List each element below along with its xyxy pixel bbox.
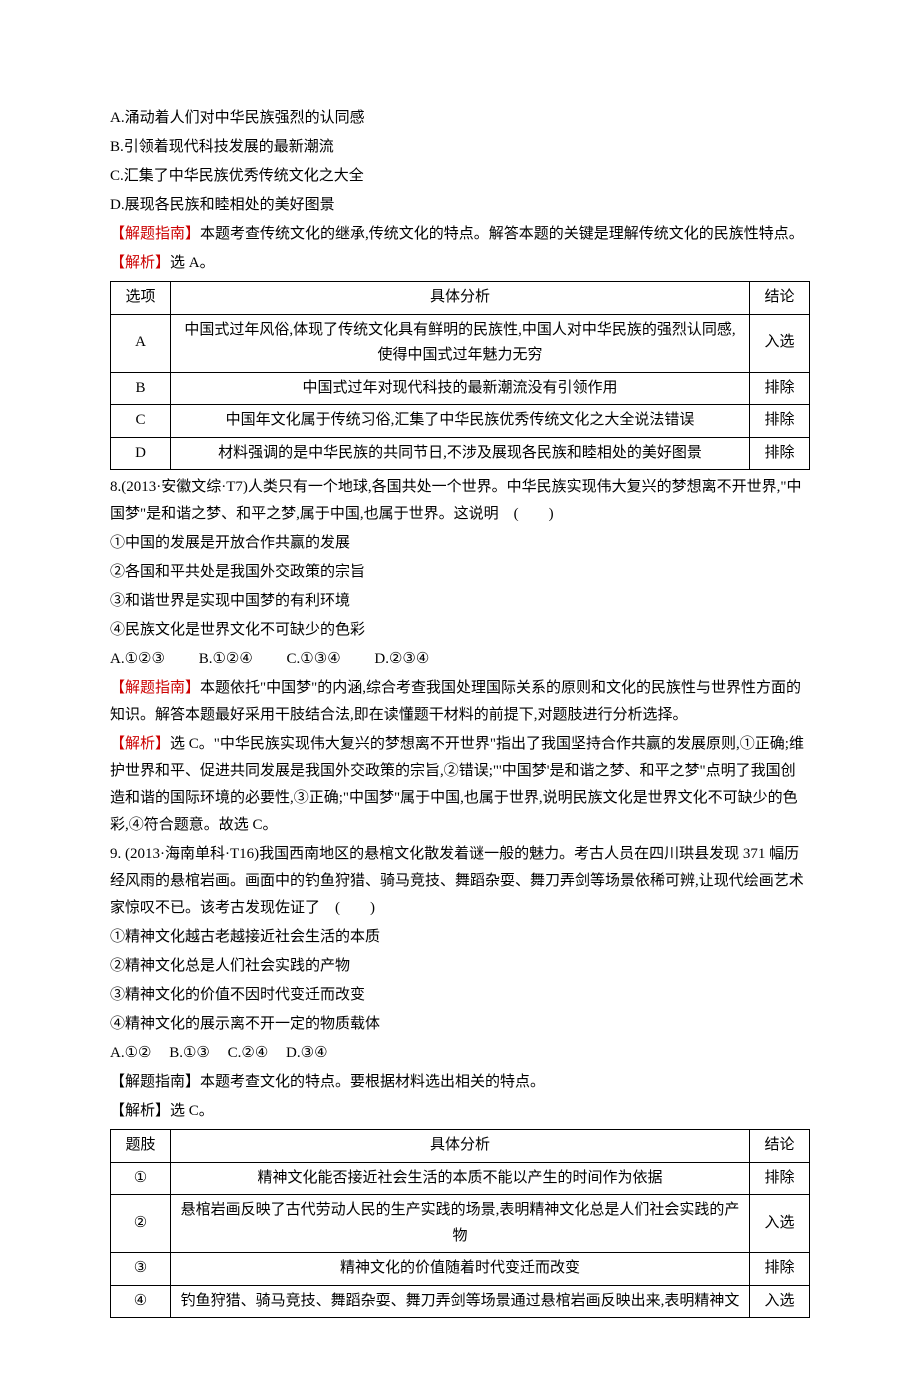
cell-text: 中国年文化属于传统习俗,汇集了中华民族优秀传统文化之大全说法错误 (171, 405, 750, 438)
guide-label: 【解题指南】 (110, 680, 200, 696)
table-header-row: 选项 具体分析 结论 (111, 282, 810, 315)
cell-opt: D (111, 437, 171, 470)
q9-s2: ②精神文化总是人们社会实践的产物 (110, 953, 810, 980)
option-d: D.展现各民族和睦相处的美好图景 (110, 192, 810, 219)
q8-s1: ①中国的发展是开放合作共赢的发展 (110, 530, 810, 557)
table-row: ④ 钓鱼狩猎、骑马竞技、舞蹈杂耍、舞刀弄剑等场景通过悬棺岩画反映出来,表明精神文… (111, 1285, 810, 1318)
q8-analysis: 【解析】选 C。"中华民族实现伟大复兴的梦想离不开世界"指出了我国坚持合作共赢的… (110, 731, 810, 839)
cell-opt: ② (111, 1195, 171, 1253)
q8-opt-d: D.②③④ (374, 651, 429, 667)
option-a: A.涌动着人们对中华民族强烈的认同感 (110, 105, 810, 132)
analysis-table-2: 题肢 具体分析 结论 ① 精神文化能否接近社会生活的本质不能以产生的时间作为依据… (110, 1129, 810, 1318)
q8-s4: ④民族文化是世界文化不可缺少的色彩 (110, 617, 810, 644)
cell-res: 入选 (750, 1285, 810, 1318)
cell-opt: ③ (111, 1253, 171, 1286)
th-result: 结论 (750, 282, 810, 315)
q9-s1: ①精神文化越古老越接近社会生活的本质 (110, 924, 810, 951)
analysis-label: 【解析】 (110, 255, 170, 271)
cell-text: 悬棺岩画反映了古代劳动人民的生产实践的场景,表明精神文化总是人们社会实践的产物 (171, 1195, 750, 1253)
q9-guide: 【解题指南】本题考查文化的特点。要根据材料选出相关的特点。 (110, 1069, 810, 1096)
table-row: ① 精神文化能否接近社会生活的本质不能以产生的时间作为依据 排除 (111, 1162, 810, 1195)
q9-opt-d: D.③④ (286, 1045, 327, 1061)
guide-text: 本题考查传统文化的继承,传统文化的特点。解答本题的关键是理解传统文化的民族性特点… (200, 226, 804, 242)
q8-opt-b: B.①②④ (199, 651, 253, 667)
cell-res: 入选 (750, 314, 810, 372)
q8-options: A.①②③ B.①②④ C.①③④ D.②③④ (110, 646, 810, 673)
th-opt: 选项 (111, 282, 171, 315)
guide-text: 本题依托"中国梦"的内涵,综合考查我国处理国际关系的原则和文化的民族性与世界性方… (110, 680, 801, 723)
th-analysis: 具体分析 (171, 282, 750, 315)
cell-opt: ① (111, 1162, 171, 1195)
cell-text: 钓鱼狩猎、骑马竞技、舞蹈杂耍、舞刀弄剑等场景通过悬棺岩画反映出来,表明精神文 (171, 1285, 750, 1318)
q9-opt-c: C.②④ (228, 1045, 269, 1061)
analysis-text: 选 C。"中华民族实现伟大复兴的梦想离不开世界"指出了我国坚持合作共赢的发展原则… (110, 736, 804, 833)
cell-opt: B (111, 372, 171, 405)
analysis-text: 选 A。 (170, 255, 215, 271)
guide: 【解题指南】本题考查传统文化的继承,传统文化的特点。解答本题的关键是理解传统文化… (110, 221, 810, 248)
cell-res: 排除 (750, 1162, 810, 1195)
analysis-label: 【解析】 (110, 1103, 170, 1119)
table-row: ③ 精神文化的价值随着时代变迁而改变 排除 (111, 1253, 810, 1286)
guide-label: 【解题指南】 (110, 1074, 200, 1090)
analysis-label: 【解析】 (110, 736, 170, 752)
table-row: C 中国年文化属于传统习俗,汇集了中华民族优秀传统文化之大全说法错误 排除 (111, 405, 810, 438)
th-opt: 题肢 (111, 1130, 171, 1163)
q8-stem: 8.(2013·安徽文综·T7)人类只有一个地球,各国共处一个世界。中华民族实现… (110, 474, 810, 528)
guide-label: 【解题指南】 (110, 226, 200, 242)
cell-res: 排除 (750, 372, 810, 405)
cell-res: 排除 (750, 405, 810, 438)
q9-s4: ④精神文化的展示离不开一定的物质载体 (110, 1011, 810, 1038)
cell-text: 精神文化的价值随着时代变迁而改变 (171, 1253, 750, 1286)
guide-text: 本题考查文化的特点。要根据材料选出相关的特点。 (200, 1074, 545, 1090)
th-result: 结论 (750, 1130, 810, 1163)
analysis-table-1: 选项 具体分析 结论 A 中国式过年风俗,体现了传统文化具有鲜明的民族性,中国人… (110, 281, 810, 470)
table-row: D 材料强调的是中华民族的共同节日,不涉及展现各民族和睦相处的美好图景 排除 (111, 437, 810, 470)
cell-opt: ④ (111, 1285, 171, 1318)
cell-res: 入选 (750, 1195, 810, 1253)
table-row: ② 悬棺岩画反映了古代劳动人民的生产实践的场景,表明精神文化总是人们社会实践的产… (111, 1195, 810, 1253)
analysis-text: 选 C。 (170, 1103, 214, 1119)
cell-text: 精神文化能否接近社会生活的本质不能以产生的时间作为依据 (171, 1162, 750, 1195)
q9-opt-a: A.①② (110, 1045, 151, 1061)
q8-s3: ③和谐世界是实现中国梦的有利环境 (110, 588, 810, 615)
q9-s3: ③精神文化的价值不因时代变迁而改变 (110, 982, 810, 1009)
cell-text: 中国式过年对现代科技的最新潮流没有引领作用 (171, 372, 750, 405)
cell-text: 中国式过年风俗,体现了传统文化具有鲜明的民族性,中国人对中华民族的强烈认同感,使… (171, 314, 750, 372)
q9-analysis: 【解析】选 C。 (110, 1098, 810, 1125)
option-b: B.引领着现代科技发展的最新潮流 (110, 134, 810, 161)
analysis: 【解析】选 A。 (110, 250, 810, 277)
q8-s2: ②各国和平共处是我国外交政策的宗旨 (110, 559, 810, 586)
th-analysis: 具体分析 (171, 1130, 750, 1163)
table-header-row: 题肢 具体分析 结论 (111, 1130, 810, 1163)
option-c: C.汇集了中华民族优秀传统文化之大全 (110, 163, 810, 190)
q9-options: A.①② B.①③ C.②④ D.③④ (110, 1040, 810, 1067)
cell-res: 排除 (750, 437, 810, 470)
q9-opt-b: B.①③ (169, 1045, 210, 1061)
q8-guide: 【解题指南】本题依托"中国梦"的内涵,综合考查我国处理国际关系的原则和文化的民族… (110, 675, 810, 729)
cell-res: 排除 (750, 1253, 810, 1286)
q9-stem: 9. (2013·海南单科·T16)我国西南地区的悬棺文化散发着谜一般的魅力。考… (110, 841, 810, 922)
table-row: B 中国式过年对现代科技的最新潮流没有引领作用 排除 (111, 372, 810, 405)
cell-opt: A (111, 314, 171, 372)
cell-opt: C (111, 405, 171, 438)
q8-opt-a: A.①②③ (110, 651, 165, 667)
cell-text: 材料强调的是中华民族的共同节日,不涉及展现各民族和睦相处的美好图景 (171, 437, 750, 470)
table-row: A 中国式过年风俗,体现了传统文化具有鲜明的民族性,中国人对中华民族的强烈认同感… (111, 314, 810, 372)
q8-opt-c: C.①③④ (287, 651, 341, 667)
